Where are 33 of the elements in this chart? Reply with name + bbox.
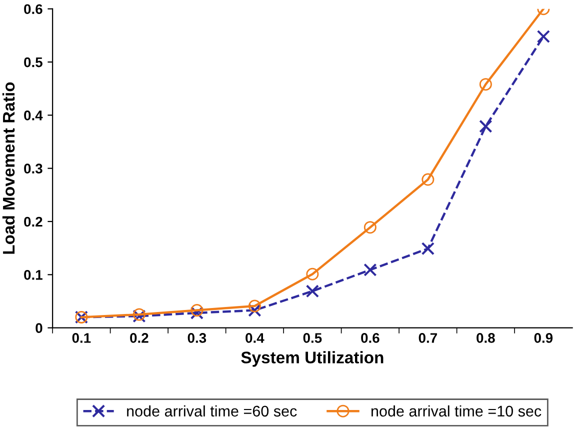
x-tick-label: 0.9: [534, 333, 553, 343]
point: [536, 30, 550, 44]
point: [479, 78, 492, 91]
point: [364, 221, 376, 234]
x-tick-label: 0.2: [130, 333, 148, 343]
x-tick-label: 0.5: [303, 333, 322, 343]
point: [421, 242, 435, 256]
point: [306, 268, 319, 280]
point: [248, 300, 261, 312]
x-axis-title: System Utilization: [241, 351, 384, 367]
point: [248, 304, 262, 317]
point: [190, 306, 204, 320]
point: [479, 120, 492, 133]
y-tick-label: 0.6: [24, 4, 42, 14]
point: [306, 284, 320, 298]
x-tick-label: 0.7: [418, 333, 437, 343]
y-axis-title: Load Movement Ratio: [2, 82, 15, 254]
y-tick-label: 0.3: [24, 164, 42, 174]
y-tick-label: 0: [36, 323, 42, 333]
x-tick-label: 0.3: [188, 333, 206, 343]
x-tick-label: 0.6: [361, 333, 380, 343]
x-tick-label: 0.1: [72, 333, 91, 343]
x-tick-label: 0.4: [246, 333, 264, 343]
y-tick-label: 0.1: [24, 270, 42, 280]
y-tick-label: 0.4: [24, 110, 43, 120]
y-tick-label: 0.2: [24, 216, 42, 227]
point: [364, 263, 377, 276]
legend-label: node arrival time =60 sec: [127, 405, 297, 417]
legend-label: node arrival time =10 sec: [372, 405, 542, 417]
y-tick-label: 0.5: [24, 57, 42, 68]
x-tick-label: 0.8: [476, 333, 495, 343]
point: [190, 304, 204, 317]
point: [422, 173, 434, 186]
